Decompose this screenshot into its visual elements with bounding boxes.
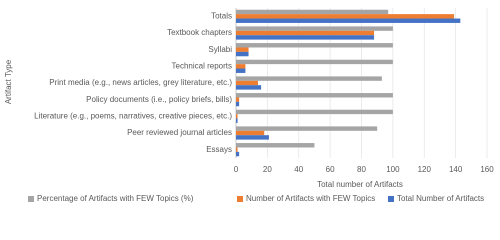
bar <box>236 9 389 15</box>
x-tick-label: 40 <box>294 165 303 174</box>
bar <box>236 118 238 123</box>
bar <box>236 18 461 23</box>
bar <box>236 30 375 36</box>
bar <box>236 68 246 73</box>
bar <box>236 43 393 48</box>
legend-label: Percentage of Artifacts with FEW Topics … <box>37 194 194 203</box>
x-tick-label: 60 <box>326 165 335 174</box>
legend-swatch <box>237 196 243 202</box>
y-tick-label: Syllabi <box>208 45 232 54</box>
bar <box>236 151 240 157</box>
bar <box>236 51 249 57</box>
x-tick-label: 0 <box>234 165 239 174</box>
x-tick-label: 20 <box>263 165 272 174</box>
bar <box>236 147 238 152</box>
y-tick-label: Peer reviewed journal articles <box>127 128 232 137</box>
x-tick-label: 120 <box>418 165 432 174</box>
bar <box>236 14 455 19</box>
x-tick-label: 100 <box>386 165 400 174</box>
bar <box>236 76 382 81</box>
x-tick-label: 160 <box>480 165 494 174</box>
legend-swatch <box>388 196 394 202</box>
bar <box>236 101 240 107</box>
bar <box>236 93 393 98</box>
y-tick-label: Print media (e.g., news articles, grey l… <box>49 78 232 87</box>
y-tick-label: Totals <box>211 11 232 20</box>
y-tick-label: Technical reports <box>172 61 232 70</box>
bar <box>236 135 269 140</box>
y-tick-label: Policy documents (i.e., policy briefs, b… <box>86 95 232 104</box>
legend-swatch <box>28 196 34 202</box>
bar <box>236 109 393 115</box>
y-axis-title: Artifact Type <box>4 59 13 104</box>
legend-label: Number of Artifacts with FEW Topics <box>246 194 375 203</box>
y-tick-label: Essays <box>206 145 232 154</box>
bar <box>236 85 262 90</box>
bar <box>236 47 249 52</box>
bar <box>236 143 315 148</box>
y-tick-label: Textbook chapters <box>167 28 232 37</box>
bar <box>236 130 265 136</box>
bar <box>236 80 258 86</box>
bar <box>236 114 238 119</box>
bar <box>236 126 378 131</box>
x-tick-label: 80 <box>357 165 366 174</box>
bar <box>236 35 375 40</box>
chart: Artifact Type Total number of Artifacts … <box>4 8 494 203</box>
legend-label: Total Number of Artifacts <box>397 194 484 203</box>
bar <box>236 26 393 31</box>
bar <box>236 64 246 69</box>
x-axis-title: Total number of Artifacts <box>317 180 403 189</box>
bar <box>236 97 240 102</box>
y-tick-label: Literature (e.g., poems, narratives, cre… <box>34 111 232 120</box>
bar <box>236 59 393 65</box>
x-tick-label: 140 <box>449 165 463 174</box>
